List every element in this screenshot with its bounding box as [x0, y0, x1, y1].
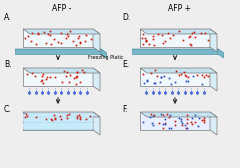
- Polygon shape: [140, 112, 217, 117]
- Polygon shape: [132, 49, 218, 54]
- Polygon shape: [140, 29, 210, 47]
- Polygon shape: [210, 68, 217, 91]
- Polygon shape: [140, 68, 217, 73]
- Polygon shape: [132, 49, 224, 53]
- Polygon shape: [140, 29, 217, 34]
- Polygon shape: [93, 112, 100, 135]
- Text: AFP -: AFP -: [52, 4, 72, 13]
- Polygon shape: [210, 29, 217, 52]
- Text: E.: E.: [122, 60, 129, 69]
- Polygon shape: [23, 68, 93, 86]
- Polygon shape: [93, 29, 100, 52]
- Polygon shape: [140, 112, 210, 130]
- Polygon shape: [23, 29, 100, 34]
- Polygon shape: [15, 49, 107, 53]
- Text: F.: F.: [122, 105, 127, 114]
- Text: A.: A.: [4, 13, 12, 22]
- Polygon shape: [23, 112, 100, 117]
- Polygon shape: [101, 49, 107, 58]
- Text: B.: B.: [4, 60, 12, 69]
- Polygon shape: [23, 112, 93, 130]
- Polygon shape: [15, 49, 101, 54]
- Text: D.: D.: [122, 13, 130, 22]
- Text: AFP +: AFP +: [168, 4, 191, 13]
- Polygon shape: [210, 112, 217, 135]
- Polygon shape: [23, 68, 100, 73]
- Polygon shape: [140, 68, 210, 86]
- Polygon shape: [93, 68, 100, 91]
- Polygon shape: [218, 49, 224, 58]
- Text: C.: C.: [4, 105, 12, 114]
- Polygon shape: [23, 29, 93, 47]
- Text: Freezing Platic: Freezing Platic: [88, 54, 123, 60]
